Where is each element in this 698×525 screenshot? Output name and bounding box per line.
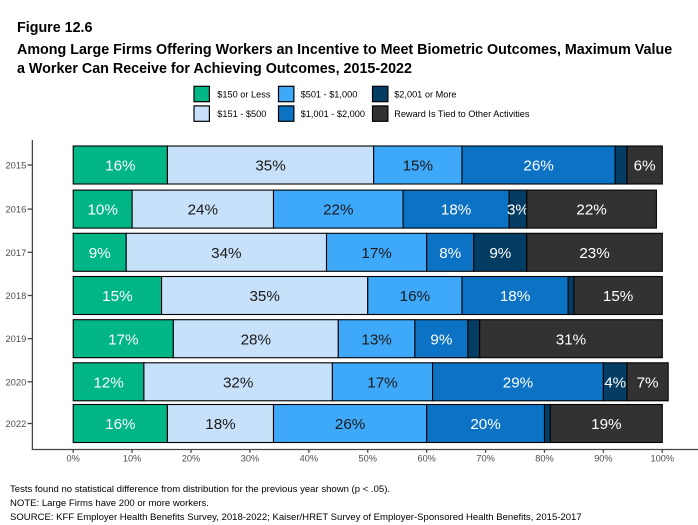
svg-text:$150 or Less: $150 or Less bbox=[217, 89, 271, 99]
svg-text:70%: 70% bbox=[476, 453, 494, 463]
svg-text:2022: 2022 bbox=[5, 418, 26, 429]
svg-text:16%: 16% bbox=[400, 288, 430, 305]
svg-text:9%: 9% bbox=[430, 331, 452, 348]
svg-text:a Worker Can Receive for Achie: a Worker Can Receive for Achieving Outco… bbox=[17, 61, 412, 77]
svg-text:18%: 18% bbox=[205, 416, 235, 433]
svg-text:80%: 80% bbox=[535, 453, 553, 463]
svg-text:22%: 22% bbox=[323, 202, 353, 219]
svg-text:22%: 22% bbox=[576, 202, 606, 219]
svg-text:90%: 90% bbox=[594, 453, 612, 463]
svg-text:9%: 9% bbox=[89, 245, 111, 262]
svg-text:15%: 15% bbox=[102, 288, 132, 305]
svg-text:NOTE: Large Firms have 200 or: NOTE: Large Firms have 200 or more worke… bbox=[10, 498, 209, 509]
svg-text:10%: 10% bbox=[87, 202, 117, 219]
svg-text:20%: 20% bbox=[182, 453, 200, 463]
svg-text:2017: 2017 bbox=[5, 247, 26, 258]
svg-text:35%: 35% bbox=[249, 288, 279, 305]
svg-text:8%: 8% bbox=[439, 245, 461, 262]
svg-text:2015: 2015 bbox=[5, 160, 26, 171]
svg-text:3%: 3% bbox=[507, 202, 529, 219]
svg-text:2018: 2018 bbox=[5, 290, 26, 301]
svg-text:18%: 18% bbox=[441, 202, 471, 219]
svg-text:Reward Is Tied to Other Activi: Reward Is Tied to Other Activities bbox=[394, 109, 530, 119]
svg-text:23%: 23% bbox=[579, 245, 609, 262]
svg-text:12%: 12% bbox=[93, 374, 123, 391]
svg-text:100%: 100% bbox=[651, 453, 675, 463]
svg-text:$1,001 - $2,000: $1,001 - $2,000 bbox=[301, 109, 365, 119]
svg-text:28%: 28% bbox=[241, 331, 271, 348]
svg-text:17%: 17% bbox=[361, 245, 391, 262]
svg-text:35%: 35% bbox=[255, 158, 285, 175]
svg-text:2016: 2016 bbox=[5, 204, 26, 215]
svg-text:0%: 0% bbox=[67, 453, 80, 463]
svg-text:16%: 16% bbox=[105, 158, 135, 175]
svg-text:10%: 10% bbox=[123, 453, 141, 463]
svg-text:30%: 30% bbox=[241, 453, 259, 463]
svg-text:31%: 31% bbox=[556, 331, 586, 348]
svg-text:9%: 9% bbox=[489, 245, 511, 262]
svg-text:$2,001 or More: $2,001 or More bbox=[394, 89, 456, 99]
svg-text:18%: 18% bbox=[500, 288, 530, 305]
svg-text:13%: 13% bbox=[361, 331, 391, 348]
svg-text:26%: 26% bbox=[335, 416, 365, 433]
svg-text:Figure 12.6: Figure 12.6 bbox=[17, 20, 93, 36]
svg-text:Among Large Firms Offering Wor: Among Large Firms Offering Workers an In… bbox=[17, 42, 672, 58]
svg-text:20%: 20% bbox=[470, 416, 500, 433]
svg-text:$501 - $1,000: $501 - $1,000 bbox=[301, 89, 358, 99]
svg-text:29%: 29% bbox=[503, 374, 533, 391]
svg-text:17%: 17% bbox=[367, 374, 397, 391]
svg-text:2019: 2019 bbox=[5, 333, 26, 344]
svg-text:15%: 15% bbox=[403, 158, 433, 175]
svg-text:6%: 6% bbox=[634, 158, 656, 175]
svg-text:17%: 17% bbox=[108, 331, 138, 348]
svg-text:32%: 32% bbox=[223, 374, 253, 391]
svg-text:60%: 60% bbox=[417, 453, 435, 463]
svg-text:15%: 15% bbox=[603, 288, 633, 305]
svg-text:24%: 24% bbox=[188, 202, 218, 219]
svg-text:40%: 40% bbox=[300, 453, 318, 463]
svg-text:4%: 4% bbox=[604, 374, 626, 391]
svg-text:16%: 16% bbox=[105, 416, 135, 433]
svg-text:50%: 50% bbox=[359, 453, 377, 463]
svg-text:7%: 7% bbox=[637, 374, 659, 391]
svg-text:$151 - $500: $151 - $500 bbox=[217, 109, 266, 119]
svg-text:2020: 2020 bbox=[5, 376, 26, 387]
svg-text:SOURCE: KFF Employer Health Be: SOURCE: KFF Employer Health Benefits Sur… bbox=[10, 512, 582, 523]
svg-text:34%: 34% bbox=[211, 245, 241, 262]
svg-text:Tests found no statistical dif: Tests found no statistical difference fr… bbox=[10, 484, 390, 495]
svg-text:19%: 19% bbox=[591, 416, 621, 433]
svg-text:26%: 26% bbox=[523, 158, 553, 175]
